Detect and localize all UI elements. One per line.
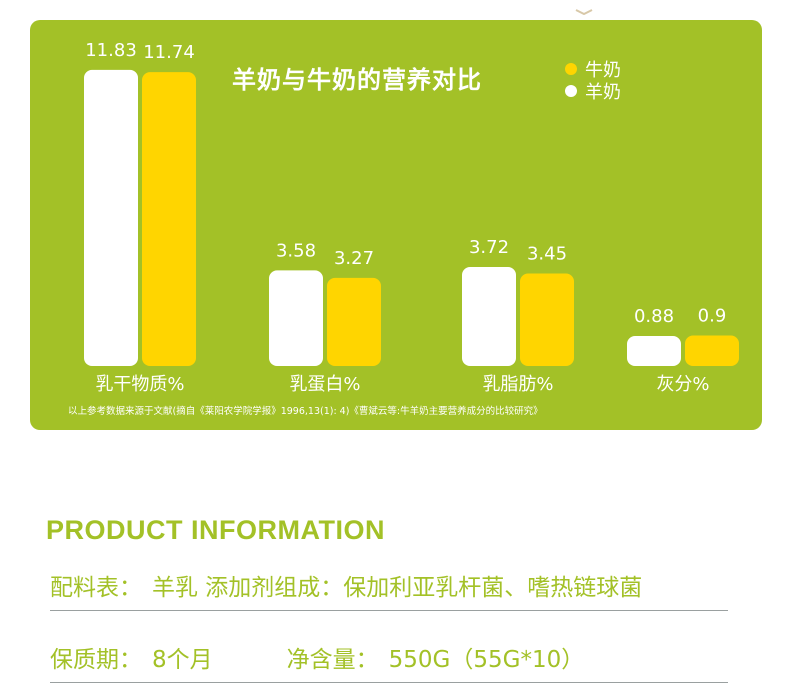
category-label-0: 乳干物质% — [95, 374, 184, 395]
legend-dot-goat-milk — [565, 85, 577, 97]
bar-cow-1 — [327, 277, 381, 366]
bar-goat-3 — [627, 336, 681, 366]
category-label-1: 乳蛋白% — [289, 374, 360, 395]
value-label-cow-0: 11.74 — [143, 42, 195, 63]
category-label-2: 乳脂肪% — [482, 374, 553, 395]
ingredients-row: 配料表： 羊乳 添加剂组成：保加利亚乳杆菌、嗜热链球菌 — [50, 560, 728, 611]
net-content-label: 净含量： — [286, 647, 379, 673]
shelf-life-row: 保质期： 8个月 净含量： 550G（55G*10） — [50, 632, 728, 683]
value-label-goat-3: 0.88 — [634, 306, 674, 327]
value-label-goat-0: 11.83 — [85, 40, 137, 61]
data-source-note: 以上参考数据来源于文献(摘自《莱阳农学院学报》1996,13(1): 4)《曹斌… — [68, 406, 543, 417]
value-label-cow-2: 3.45 — [527, 244, 567, 265]
shelf-life-label: 保质期： — [50, 647, 142, 673]
value-label-goat-1: 3.58 — [276, 240, 316, 261]
ingredients-value: 羊乳 添加剂组成：保加利亚乳杆菌、嗜热链球菌 — [152, 575, 643, 601]
product-info-heading: PRODUCT INFORMATION — [46, 515, 385, 545]
chart-title: 羊奶与牛奶的营养对比 — [232, 66, 482, 94]
net-content-value: 550G（55G*10） — [388, 647, 585, 673]
legend-label-goat-milk: 羊奶 — [585, 82, 621, 103]
bar-cow-3 — [685, 335, 739, 366]
bar-goat-0 — [84, 69, 138, 366]
legend-item-cow-milk: 牛奶 — [565, 58, 621, 81]
bar-cow-0 — [142, 72, 196, 367]
legend-label-cow-milk: 牛奶 — [585, 60, 621, 81]
bar-cow-2 — [520, 273, 574, 366]
legend-dot-cow-milk — [565, 63, 577, 75]
value-label-cow-1: 3.27 — [334, 248, 374, 269]
chart-legend: 牛奶 羊奶 — [565, 58, 621, 103]
value-label-cow-3: 0.9 — [698, 306, 727, 327]
ingredients-label: 配料表： — [50, 575, 142, 601]
legend-item-goat-milk: 羊奶 — [565, 80, 621, 103]
shelf-life-value: 8个月 — [152, 647, 213, 673]
value-label-goat-2: 3.72 — [469, 237, 509, 258]
bar-goat-1 — [269, 270, 323, 366]
bar-goat-2 — [462, 266, 516, 366]
bar-chart: 11.83 11.74 乳干物质% 3.58 3.27 乳蛋白% 3.72 3.45 乳脂肪% 0… — [84, 40, 739, 395]
nutrition-chart-panel: 11.83 11.74 乳干物质% 3.58 3.27 乳蛋白% 3.72 3.45 乳脂肪% 0… — [30, 20, 762, 430]
category-label-3: 灰分% — [656, 374, 709, 395]
top-decoration — [574, 0, 594, 16]
